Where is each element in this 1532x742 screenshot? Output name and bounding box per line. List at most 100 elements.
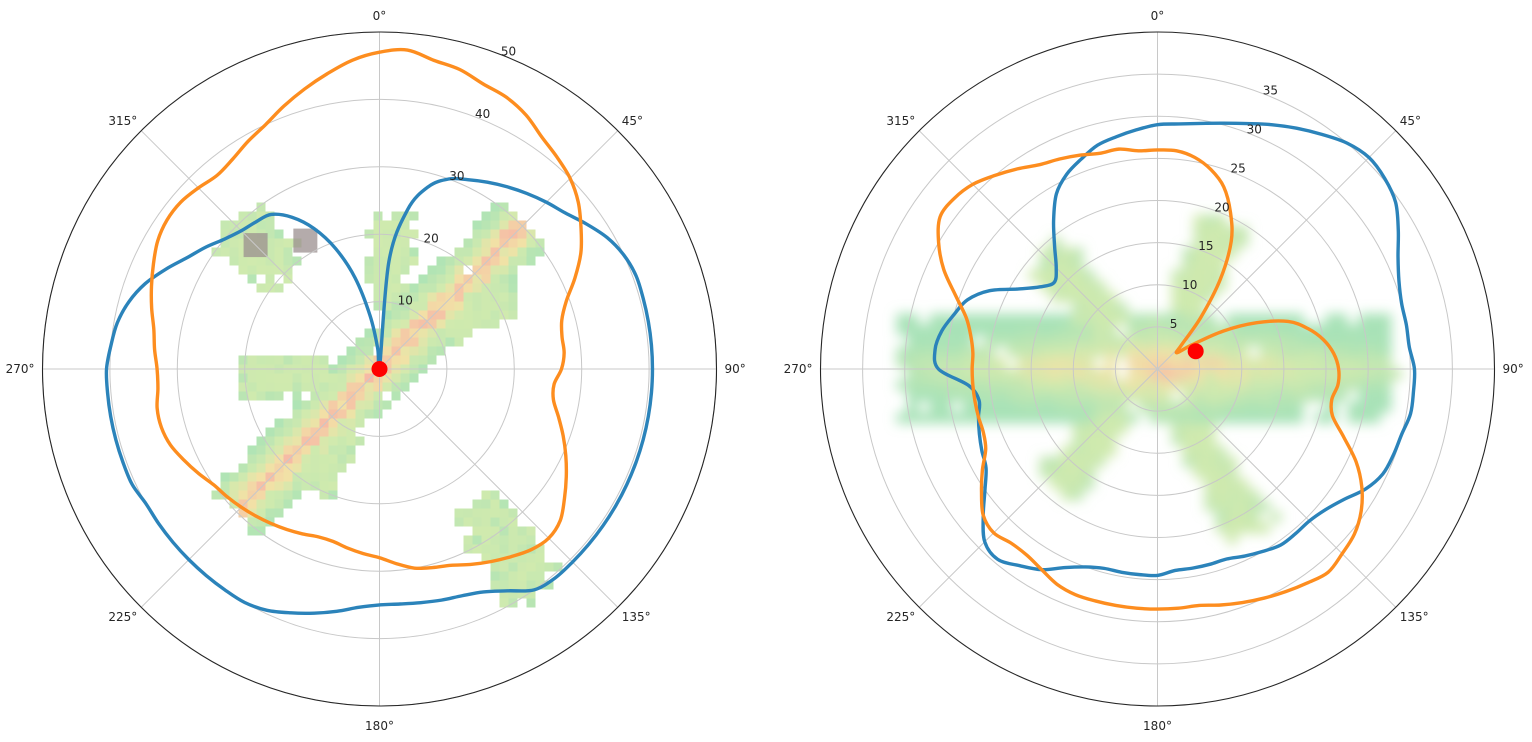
heatmap-cell: [265, 247, 275, 257]
heatmap-cell: [265, 391, 275, 401]
heatmap-cell: [1105, 346, 1117, 358]
heatmap-cell: [535, 580, 545, 590]
heatmap-cell: [274, 418, 284, 428]
heatmap-cell: [907, 346, 919, 358]
heatmap-cell: [355, 355, 365, 365]
heatmap-cell: [490, 553, 500, 563]
heatmap-cell: [418, 319, 428, 329]
heatmap-cell: [220, 220, 230, 230]
heatmap-cell: [1204, 423, 1216, 435]
heatmap-cell: [274, 355, 284, 365]
heatmap-cell: [995, 412, 1007, 424]
heatmap-cell: [1380, 335, 1392, 347]
heatmap-cell: [337, 418, 347, 428]
heatmap-cell: [373, 373, 383, 383]
heatmap-cell: [247, 445, 257, 455]
heatmap-cell: [436, 346, 446, 356]
theta-tick-label: 45°: [1400, 114, 1421, 128]
heatmap-cell: [265, 220, 275, 230]
heatmap-cell: [499, 310, 509, 320]
heatmap-cell: [508, 517, 518, 527]
heatmap-cell: [1215, 390, 1227, 402]
heatmap-cell: [400, 283, 410, 293]
heatmap-cell: [1270, 346, 1282, 358]
heatmap-cell: [274, 445, 284, 455]
heatmap-cell: [1292, 313, 1304, 325]
heatmap-cell: [535, 562, 545, 572]
heatmap-cell: [1193, 324, 1205, 336]
heatmap-cell: [526, 238, 536, 248]
heatmap-cell: [1072, 313, 1084, 325]
heatmap-cell: [490, 580, 500, 590]
heatmap-cell: [1259, 368, 1271, 380]
heatmap-cell: [1061, 324, 1073, 336]
heatmap-cell: [984, 313, 996, 325]
heatmap-cell: [391, 220, 401, 230]
heatmap-cell: [400, 382, 410, 392]
heatmap-cell: [1182, 368, 1194, 380]
heatmap-cell: [1314, 357, 1326, 369]
heatmap-cell: [292, 427, 302, 437]
heatmap-cell: [1215, 467, 1227, 479]
heatmap-cell: [1138, 368, 1150, 380]
heatmap-cell: [1204, 467, 1216, 479]
heatmap-cell: [1226, 335, 1238, 347]
heatmap-cell: [490, 571, 500, 581]
heatmap-cell: [391, 211, 401, 221]
heatmap-cell: [1380, 324, 1392, 336]
heatmap-cell: [1204, 269, 1216, 281]
heatmap-cell: [400, 328, 410, 338]
heatmap-cell: [1336, 357, 1348, 369]
heatmap-cell: [535, 238, 545, 248]
heatmap-cell: [1248, 368, 1260, 380]
heatmap-cell: [481, 517, 491, 527]
heatmap-cell: [256, 211, 266, 221]
heatmap-cell: [481, 247, 491, 257]
heatmap-cell: [1380, 313, 1392, 325]
heatmap-cell: [1204, 434, 1216, 446]
heatmap-cell: [463, 238, 473, 248]
heatmap-cell: [328, 445, 338, 455]
heatmap-cell: [962, 401, 974, 413]
polar-grid: [42, 31, 717, 707]
heatmap-cell: [292, 490, 302, 500]
heatmap-cell: [238, 229, 248, 239]
heatmap-cell: [256, 454, 266, 464]
r-tick-label: 40: [475, 107, 490, 121]
heatmap-cell: [1248, 313, 1260, 325]
heatmap-cell: [1094, 445, 1106, 457]
heatmap-cell: [1105, 335, 1117, 347]
heatmap-cell: [400, 319, 410, 329]
heatmap-cell: [499, 238, 509, 248]
heatmap-cell: [1171, 357, 1183, 369]
heatmap-cell: [454, 508, 464, 518]
heatmap-cell: [1204, 379, 1216, 391]
heatmap-cell: [373, 301, 383, 311]
heatmap-cell: [391, 274, 401, 284]
heatmap-cell: [274, 247, 284, 257]
heatmap-cell: [1039, 412, 1051, 424]
heatmap-cell: [1193, 225, 1205, 237]
heatmap-cell: [1237, 511, 1249, 523]
heatmap-cell: [364, 382, 374, 392]
heatmap-cell: [391, 319, 401, 329]
heatmap-cell: [238, 238, 248, 248]
heatmap-cell: [436, 328, 446, 338]
theta-tick-label: 0°: [373, 9, 387, 23]
heatmap-cell: [328, 427, 338, 437]
heatmap-cell: [896, 357, 908, 369]
heatmap-cell: [1358, 335, 1370, 347]
heatmap-cell: [319, 409, 329, 419]
heatmap-cell: [346, 382, 356, 392]
heatmap-cell: [337, 373, 347, 383]
heatmap-cell: [1050, 324, 1062, 336]
heatmap-cell: [319, 463, 329, 473]
heatmap-cell: [247, 373, 257, 383]
heatmap-cell: [1072, 412, 1084, 424]
heatmap-cell: [1270, 511, 1282, 523]
heatmap-cell: [1215, 236, 1227, 248]
heatmap-cell: [508, 535, 518, 545]
heatmap-cell: [319, 445, 329, 455]
r-tick-label: 50: [501, 45, 516, 59]
heatmap-cell: [995, 324, 1007, 336]
